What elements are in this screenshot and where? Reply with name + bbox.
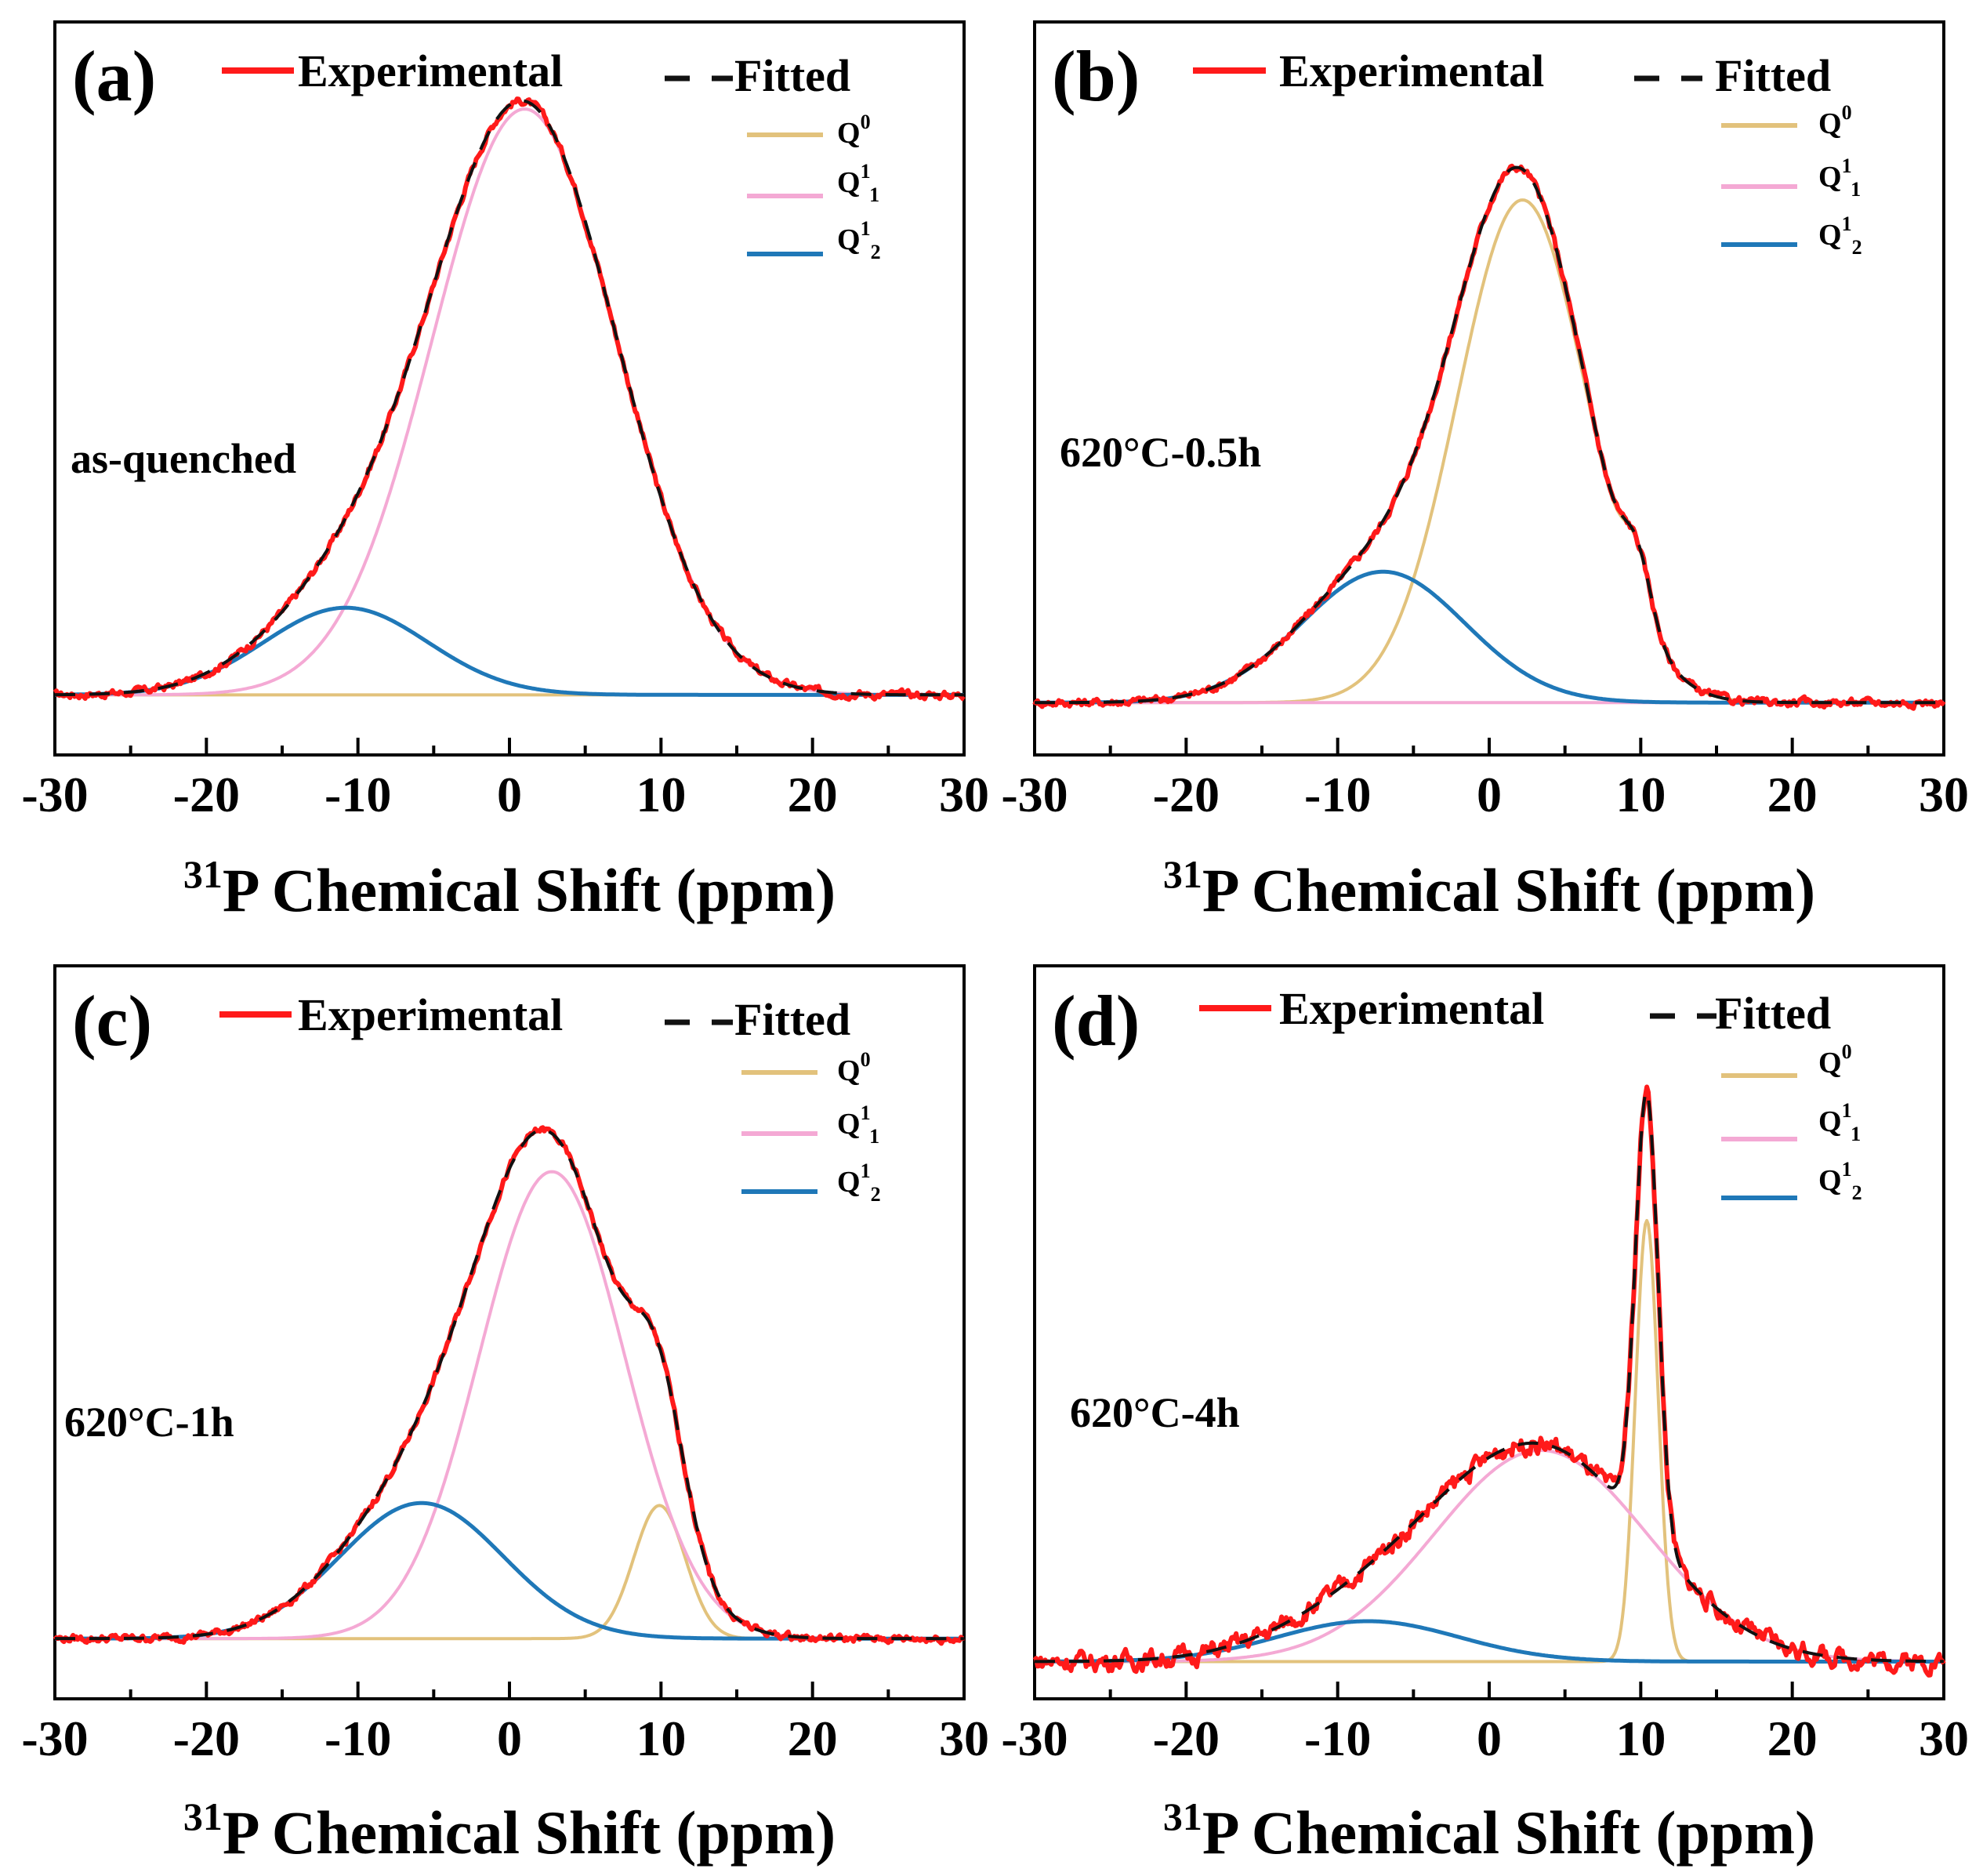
legend-fitted-label: Fitted (1715, 50, 1831, 101)
legend-fitted-label: Fitted (734, 50, 850, 101)
x-tick-label: 10 (1615, 767, 1666, 822)
panel-a: -30 -20 -10 0 10 20 30 (a) as-quenched Experim… (21, 20, 989, 924)
legend-experimental-label: Experimental (298, 45, 563, 96)
experimental-curve (1032, 1084, 1946, 1678)
legend: Experimental Fitted Q0 Q11 Q12 (1193, 45, 1862, 259)
x-tick-label: -30 (1001, 1711, 1068, 1766)
x-tick-label: 10 (1615, 1711, 1666, 1766)
legend-experimental-label: Experimental (1279, 45, 1544, 96)
x-tick-label: -10 (1304, 767, 1371, 822)
x-tick-label: 20 (1767, 1711, 1818, 1766)
x-tick-label: 20 (788, 1711, 838, 1766)
curve-layer (53, 96, 966, 702)
x-tick-label: 10 (636, 1711, 686, 1766)
x-axis-title: 31P Chemical Shift (ppm) (183, 852, 836, 924)
x-tick-label: -30 (1001, 767, 1068, 822)
x-tick-label: -10 (1304, 1711, 1371, 1766)
legend-q1-1-label: Q11 (1818, 154, 1861, 201)
x-ticks: -30 -20 -10 0 10 20 30 (21, 1682, 989, 1766)
curve-layer (53, 1125, 966, 1646)
plot-frame (53, 964, 966, 1700)
x-tick-label: 0 (1477, 1711, 1502, 1766)
legend-q0-label: Q0 (837, 111, 871, 150)
panel-d: -30 -20 -10 0 10 20 30 (d) 620°C-4h Experiment… (1001, 964, 1969, 1867)
x-tick-label: -10 (324, 767, 391, 822)
x-tick-label: 30 (1919, 1711, 1969, 1766)
legend-q1-2-label: Q12 (837, 217, 881, 263)
legend-experimental-label: Experimental (298, 989, 563, 1040)
legend-q1-1-label: Q11 (837, 1101, 879, 1148)
panel-label: (b) (1052, 36, 1140, 116)
q1-1-curve (1034, 1449, 1945, 1664)
sample-annotation: 620°C-0.5h (1060, 429, 1261, 476)
x-tick-label: -10 (324, 1711, 391, 1766)
x-tick-label: 0 (497, 767, 522, 822)
legend-q1-2-label: Q12 (837, 1159, 881, 1206)
q1-2-curve (1034, 569, 1945, 705)
x-ticks: -30 -20 -10 0 10 20 30 (21, 738, 989, 822)
plot-frame (1033, 964, 1945, 1700)
x-axis-title: 31P Chemical Shift (ppm) (1163, 852, 1815, 924)
x-ticks: -30 -20 -10 0 10 20 30 (1001, 738, 1969, 822)
x-tick-label: 20 (788, 767, 838, 822)
x-tick-label: 20 (1767, 767, 1818, 822)
x-tick-label: -20 (1153, 767, 1220, 822)
sample-annotation: 620°C-4h (1070, 1389, 1240, 1436)
sample-annotation: as-quenched (71, 435, 296, 482)
x-axis-title: 31P Chemical Shift (ppm) (1163, 1794, 1815, 1867)
plot-frame (53, 20, 966, 757)
experimental-curve (53, 1125, 966, 1646)
legend: Experimental Fitted Q0 Q11 Q12 (219, 989, 881, 1206)
x-tick-label: 0 (1477, 767, 1502, 822)
legend-experimental-label: Experimental (1279, 983, 1544, 1034)
sample-annotation: 620°C-1h (64, 1399, 234, 1446)
x-tick-label: 0 (497, 1711, 522, 1766)
x-ticks: -30 -20 -10 0 10 20 30 (1001, 1682, 1969, 1766)
panel-label: (a) (72, 36, 156, 116)
panel-label: (c) (72, 981, 152, 1061)
x-tick-label: 30 (939, 767, 989, 822)
legend-q0-label: Q0 (837, 1048, 871, 1087)
legend-q1-2-label: Q12 (1818, 212, 1862, 259)
legend-q1-1-label: Q11 (1818, 1099, 1861, 1145)
x-tick-label: -20 (1153, 1711, 1220, 1766)
legend-q1-2-label: Q12 (1818, 1158, 1862, 1204)
legend: Experimental Fitted Q0 Q11 Q12 (222, 45, 881, 263)
legend-fitted-label: Fitted (1715, 988, 1831, 1039)
q1-2-curve (54, 1500, 965, 1641)
q0-curve (54, 1504, 965, 1641)
experimental-curve (53, 96, 966, 702)
x-tick-label: 30 (1919, 767, 1969, 822)
curve-layer (1032, 1084, 1946, 1678)
x-tick-label: -30 (21, 767, 88, 822)
legend-fitted-label: Fitted (734, 994, 850, 1045)
legend-q1-1-label: Q11 (837, 160, 879, 206)
x-tick-label: 10 (636, 767, 686, 822)
legend-q0-label: Q0 (1818, 1040, 1852, 1080)
q0-curve (1034, 1218, 1945, 1664)
legend-q0-label: Q0 (1818, 101, 1852, 140)
fitted-curve (1034, 165, 1945, 705)
legend: Experimental Fitted Q0 Q11 Q12 (1199, 983, 1862, 1204)
fitted-curve (1034, 1090, 1945, 1664)
fitted-curve (54, 99, 965, 697)
x-tick-label: 30 (939, 1711, 989, 1766)
q1-1-curve (54, 107, 965, 697)
fitted-curve (54, 1128, 965, 1641)
curve-layer (1032, 163, 1946, 711)
panel-label: (d) (1052, 981, 1140, 1061)
panel-c: -30 -20 -10 0 10 20 30 (c) 620°C-1h Experiment… (21, 964, 989, 1867)
panel-b: -30 -20 -10 0 10 20 30 (b) 620°C-0.5h Experime… (1001, 20, 1969, 924)
x-tick-label: -20 (173, 767, 240, 822)
x-tick-label: -30 (21, 1711, 88, 1766)
x-tick-label: -20 (173, 1711, 240, 1766)
x-axis-title: 31P Chemical Shift (ppm) (183, 1794, 836, 1867)
